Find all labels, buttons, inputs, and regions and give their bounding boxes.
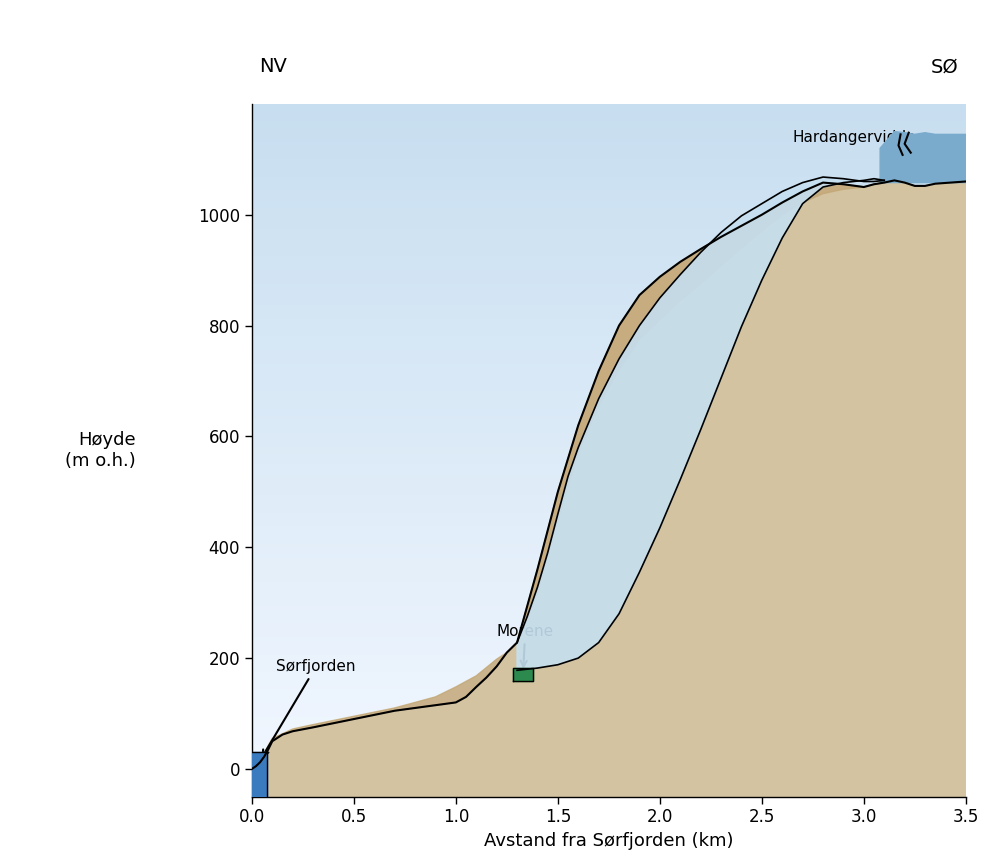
Polygon shape bbox=[517, 177, 885, 670]
Text: Morene: Morene bbox=[497, 624, 554, 667]
Text: Sørfjorden: Sørfjorden bbox=[262, 659, 356, 756]
Y-axis label: Høyde
(m o.h.): Høyde (m o.h.) bbox=[65, 431, 135, 470]
X-axis label: Avstand fra Sørfjorden (km): Avstand fra Sørfjorden (km) bbox=[484, 832, 734, 850]
Polygon shape bbox=[251, 181, 966, 797]
Polygon shape bbox=[880, 131, 966, 183]
Text: SØ: SØ bbox=[931, 57, 958, 76]
Polygon shape bbox=[251, 753, 267, 797]
Text: NV: NV bbox=[259, 57, 287, 76]
Text: Hardangervidda: Hardangervidda bbox=[792, 130, 930, 159]
Polygon shape bbox=[251, 183, 885, 769]
Polygon shape bbox=[513, 668, 534, 682]
